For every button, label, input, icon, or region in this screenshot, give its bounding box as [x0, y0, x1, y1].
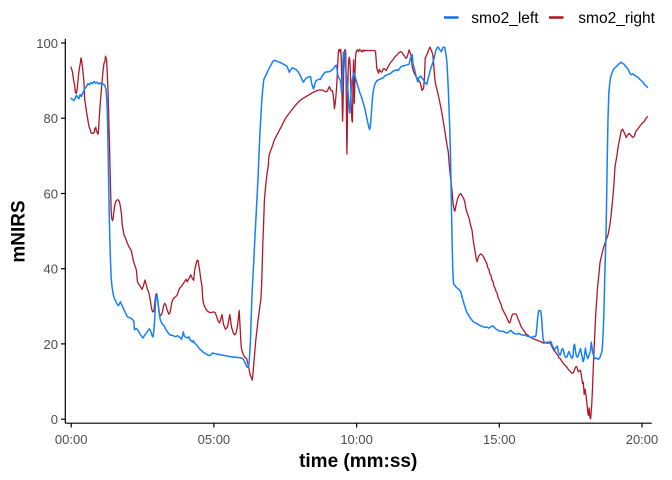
svg-text:mNIRS: mNIRS: [8, 200, 29, 262]
svg-text:40: 40: [44, 262, 58, 277]
svg-text:20:00: 20:00: [626, 432, 659, 447]
svg-text:time (mm:ss): time (mm:ss): [299, 451, 417, 472]
svg-text:60: 60: [44, 186, 58, 201]
svg-text:smo2_left: smo2_left: [471, 10, 539, 27]
svg-text:15:00: 15:00: [483, 432, 516, 447]
svg-text:smo2_right: smo2_right: [578, 10, 655, 27]
svg-text:20: 20: [44, 337, 58, 352]
svg-text:100: 100: [36, 36, 58, 51]
svg-text:10:00: 10:00: [340, 432, 373, 447]
svg-text:0: 0: [51, 412, 58, 427]
svg-text:05:00: 05:00: [198, 432, 231, 447]
svg-text:80: 80: [44, 111, 58, 126]
svg-text:00:00: 00:00: [55, 432, 88, 447]
